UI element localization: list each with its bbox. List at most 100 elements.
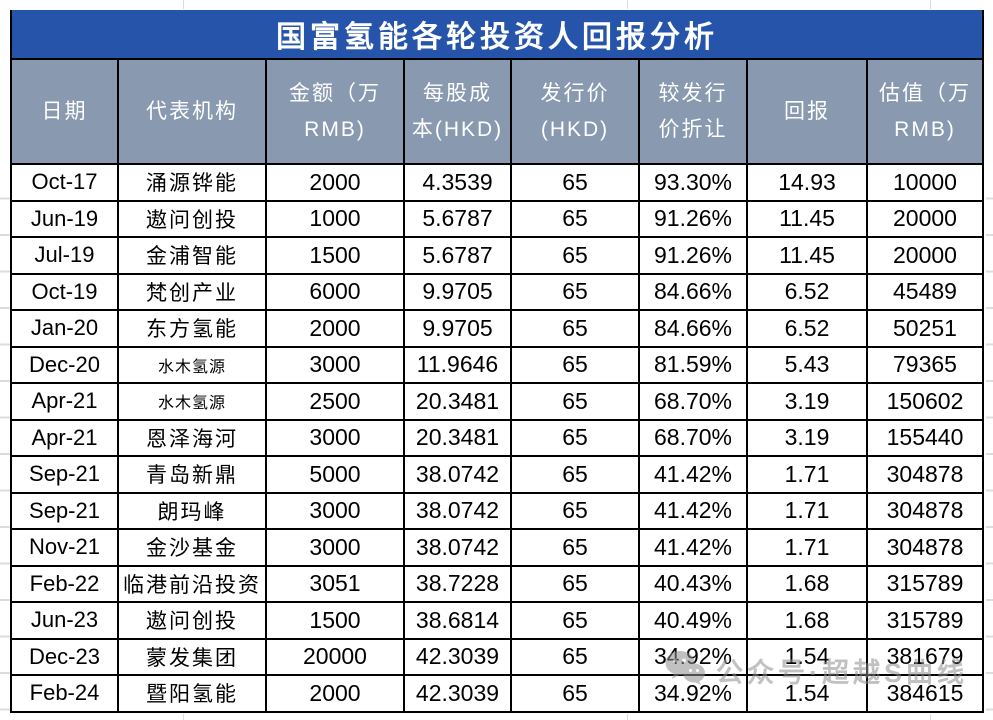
cell-discount: 84.66% (640, 274, 746, 309)
cell-cost: 42.3039 (405, 639, 510, 674)
cell-return: 6.52 (748, 311, 866, 346)
cell-date: Feb-22 (12, 566, 117, 601)
spreadsheet-gridline (183, 714, 184, 720)
cell-valuation: 79365 (868, 347, 982, 382)
cell-issue: 65 (512, 420, 638, 455)
cell-return: 11.45 (748, 238, 866, 273)
cell-issue: 65 (512, 347, 638, 382)
cell-return: 11.45 (748, 201, 866, 236)
cell-valuation: 381679 (868, 639, 982, 674)
cell-discount: 34.92% (640, 676, 746, 711)
col-header-return: 回报 (748, 60, 866, 163)
cell-valuation: 50251 (868, 311, 982, 346)
cell-org: 涌源铧能 (119, 165, 265, 200)
cell-date: Jan-20 (12, 311, 117, 346)
cell-amount: 5000 (267, 457, 403, 492)
investment-return-table: 国富氢能各轮投资人回报分析 日期 代表机构 金额（万 RMB) 每股成 本(HK… (10, 10, 984, 713)
cell-date: Nov-21 (12, 530, 117, 565)
cell-date: Apr-21 (12, 420, 117, 455)
cell-org: 梵创产业 (119, 274, 265, 309)
cell-amount: 3000 (267, 347, 403, 382)
cell-issue: 65 (512, 457, 638, 492)
col-header-amount: 金额（万 RMB) (267, 60, 403, 163)
cell-date: Jun-23 (12, 603, 117, 638)
cell-date: Oct-19 (12, 274, 117, 309)
cell-org: 青岛新鼎 (119, 457, 265, 492)
cell-cost: 38.0742 (405, 530, 510, 565)
cell-discount: 68.70% (640, 420, 746, 455)
cell-return: 14.93 (748, 165, 866, 200)
cell-return: 1.71 (748, 530, 866, 565)
cell-discount: 40.49% (640, 603, 746, 638)
data-grid: 日期 代表机构 金额（万 RMB) 每股成 本(HKD) 发行价 (HKD) 较… (10, 58, 984, 713)
cell-amount: 3000 (267, 420, 403, 455)
col-header-org: 代表机构 (119, 60, 265, 163)
cell-cost: 42.3039 (405, 676, 510, 711)
spreadsheet-gridline (930, 0, 931, 9)
cell-cost: 20.3481 (405, 420, 510, 455)
cell-amount: 1000 (267, 201, 403, 236)
cell-date: Apr-21 (12, 384, 117, 419)
cell-amount: 2000 (267, 676, 403, 711)
cell-issue: 65 (512, 530, 638, 565)
cell-discount: 91.26% (640, 201, 746, 236)
cell-valuation: 20000 (868, 201, 982, 236)
cell-issue: 65 (512, 201, 638, 236)
cell-return: 1.68 (748, 603, 866, 638)
cell-valuation: 304878 (868, 493, 982, 528)
cell-cost: 9.9705 (405, 274, 510, 309)
cell-amount: 2000 (267, 311, 403, 346)
spreadsheet-gridline (930, 714, 931, 720)
cell-discount: 40.43% (640, 566, 746, 601)
cell-valuation: 315789 (868, 603, 982, 638)
cell-org: 朗玛峰 (119, 493, 265, 528)
cell-issue: 65 (512, 639, 638, 674)
cell-return: 3.19 (748, 420, 866, 455)
cell-date: Dec-20 (12, 347, 117, 382)
cell-return: 5.43 (748, 347, 866, 382)
cell-cost: 20.3481 (405, 384, 510, 419)
cell-return: 3.19 (748, 384, 866, 419)
cell-issue: 65 (512, 384, 638, 419)
cell-date: Feb-24 (12, 676, 117, 711)
cell-date: Jun-19 (12, 201, 117, 236)
spreadsheet-gridline (627, 0, 628, 9)
cell-valuation: 315789 (868, 566, 982, 601)
cell-org: 金沙基金 (119, 530, 265, 565)
cell-org: 水木氢源 (119, 347, 265, 382)
cell-issue: 65 (512, 165, 638, 200)
cell-cost: 38.7228 (405, 566, 510, 601)
table-title-bar: 国富氢能各轮投资人回报分析 (10, 10, 984, 58)
cell-org: 遨问创投 (119, 201, 265, 236)
cell-valuation: 384615 (868, 676, 982, 711)
cell-valuation: 304878 (868, 457, 982, 492)
cell-amount: 3051 (267, 566, 403, 601)
cell-amount: 2500 (267, 384, 403, 419)
col-header-date: 日期 (12, 60, 117, 163)
cell-issue: 65 (512, 603, 638, 638)
cell-issue: 65 (512, 311, 638, 346)
cell-discount: 81.59% (640, 347, 746, 382)
cell-discount: 68.70% (640, 384, 746, 419)
spreadsheet-gridline (0, 163, 10, 713)
cell-org: 东方氢能 (119, 311, 265, 346)
col-header-cost-per-share: 每股成 本(HKD) (405, 60, 510, 163)
cell-amount: 3000 (267, 530, 403, 565)
cell-org: 水木氢源 (119, 384, 265, 419)
cell-return: 1.71 (748, 457, 866, 492)
col-header-issue-price: 发行价 (HKD) (512, 60, 638, 163)
cell-valuation: 20000 (868, 238, 982, 273)
cell-date: Jul-19 (12, 238, 117, 273)
spreadsheet-gridline (986, 163, 993, 713)
cell-discount: 93.30% (640, 165, 746, 200)
cell-amount: 3000 (267, 493, 403, 528)
cell-cost: 9.9705 (405, 311, 510, 346)
cell-cost: 5.6787 (405, 238, 510, 273)
cell-issue: 65 (512, 238, 638, 273)
cell-cost: 4.3539 (405, 165, 510, 200)
page-title: 国富氢能各轮投资人回报分析 (276, 21, 718, 54)
cell-org: 遨问创投 (119, 603, 265, 638)
cell-org: 暨阳氢能 (119, 676, 265, 711)
cell-valuation: 45489 (868, 274, 982, 309)
cell-issue: 65 (512, 493, 638, 528)
